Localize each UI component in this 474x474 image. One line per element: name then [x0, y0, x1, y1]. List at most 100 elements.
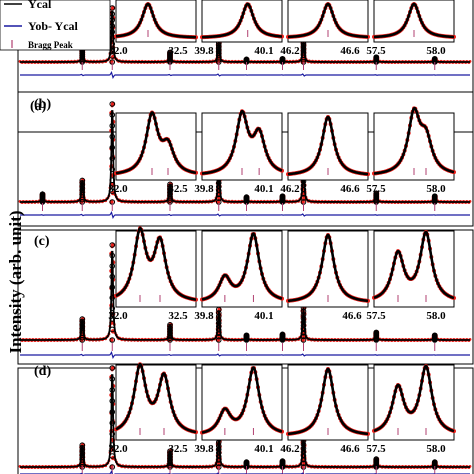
peak-marker	[109, 112, 116, 118]
inset-calculated-line	[115, 111, 197, 175]
peak-marker	[167, 193, 173, 199]
bragg-ticks	[42, 203, 436, 211]
legend-entry-label: Yob- Ycal	[28, 19, 79, 33]
inset-3: 46.2 46.6	[280, 112, 370, 195]
peak-marker	[109, 133, 116, 140]
inset-1: 32.0 32.5	[108, 226, 198, 322]
inset-calculated-line	[373, 2, 455, 39]
y-axis-label: Intensity (arb. unit)	[6, 210, 25, 353]
inset-tick-label: 46.2	[280, 45, 300, 57]
inset-2: 39.8 40.1	[194, 364, 284, 455]
inset-tick-label: 58.0	[426, 310, 446, 322]
inset-tick-label: 32.0	[108, 443, 128, 455]
inset-calculated-line	[287, 2, 369, 39]
panel-4: (d) 32.0 32.5 39.8 40.1 46.2 46.6 57.5 58.0	[17, 362, 474, 474]
inset-4: 57.5 58.0	[366, 364, 456, 455]
peak-marker	[215, 195, 222, 201]
peak-marker	[279, 55, 286, 62]
peak-marker	[215, 183, 222, 190]
peak-marker	[431, 55, 438, 62]
peak-marker	[279, 193, 286, 199]
peak-marker	[167, 197, 173, 203]
inset-tick-label: 40.1	[254, 45, 273, 57]
inset-tick-label: 39.8	[194, 443, 214, 455]
bragg-ticks	[81, 62, 436, 70]
inset-calculated-line	[115, 2, 197, 39]
peak-marker	[373, 54, 380, 60]
peak-marker	[373, 190, 380, 196]
peak-marker	[79, 177, 86, 184]
inset-calculated-line	[201, 2, 283, 39]
inset-4: 57.5 58.0	[366, 230, 456, 322]
inset-tick-label: 46.2	[280, 183, 300, 195]
bragg-ticks	[81, 343, 436, 351]
inset-3: 46.2 46.6	[280, 364, 370, 455]
peak-marker	[109, 188, 116, 194]
peak-marker	[109, 166, 116, 173]
difference-line	[20, 210, 470, 220]
peak-marker	[109, 101, 116, 107]
panel-label: (b)	[34, 97, 51, 112]
inset-3: 46.6	[286, 230, 370, 322]
legend: Ycal Yob- Ycal Bragg Peak	[0, 0, 111, 51]
inset-1: 32.0 32.5	[108, 110, 198, 195]
panel-label: (c)	[34, 234, 50, 249]
inset-tick-label: 57.5	[366, 183, 386, 195]
peak-marker	[109, 177, 116, 184]
inset-tick-label: 58.0	[426, 183, 446, 195]
inset-tick-label: 32.5	[168, 45, 188, 57]
panel-2: (b) 32.0 32.5 39.8 40.1 46.2 46.6 57.5 58.0	[17, 91, 474, 227]
panels-group: (a) 32.0 32.5 39.8 40.1 46.2 46.6 57.5 58.0 (b) 32…	[17, 0, 474, 474]
inset-1: 32.0 32.5	[108, 0, 198, 57]
inset-tick-label: 39.8	[194, 45, 214, 57]
inset-4: 57.5 58.0	[366, 106, 456, 195]
peak-marker	[243, 56, 250, 63]
difference-line	[20, 70, 470, 80]
inset-tick-label: 57.5	[366, 45, 386, 57]
inset-tick-label: 40.1	[254, 183, 273, 195]
peak-marker	[431, 193, 438, 199]
peak-marker	[215, 42, 222, 49]
inset-tick-label: 57.5	[366, 443, 386, 455]
panel-label: (d)	[34, 364, 51, 379]
inset-tick-label: 46.6	[340, 45, 360, 57]
inset-frame	[373, 364, 455, 441]
peak-marker	[167, 185, 173, 192]
inset-tick-label: 46.6	[342, 310, 362, 322]
inset-tick-label: 58.0	[426, 45, 446, 57]
panel-3: (c) 32.0 32.5 39.8 40.1 46.6 57.5 58.0	[17, 226, 474, 365]
inset-tick-label: 46.6	[340, 443, 360, 455]
inset-tick-label: 39.8	[194, 183, 214, 195]
inset-frame	[373, 230, 455, 308]
inset-calculated-line	[287, 115, 369, 176]
peak-marker	[109, 53, 116, 59]
difference-line	[20, 350, 470, 360]
inset-tick-label: 57.5	[366, 310, 386, 322]
inset-tick-label: 39.8	[194, 310, 214, 322]
peak-marker	[109, 144, 116, 151]
inset-tick-label: 58.0	[426, 443, 446, 455]
peak-marker	[167, 187, 173, 194]
inset-tick-label: 32.0	[108, 45, 128, 57]
peak-marker	[243, 194, 250, 200]
inset-2: 39.8 40.1	[194, 109, 284, 195]
peak-marker	[109, 122, 116, 129]
inset-2: 39.8 40.1	[194, 0, 284, 57]
peak-marker	[167, 195, 173, 201]
inset-4: 57.5 58.0	[366, 0, 456, 57]
panel-1: (a) 32.0 32.5 39.8 40.1 46.2 46.6 57.5 58.0	[17, 0, 474, 133]
panel-label: (a)	[30, 99, 47, 114]
legend-entry-label: Ycal	[28, 0, 52, 11]
panel-frame	[17, 91, 474, 227]
inset-3: 46.2 46.6	[280, 0, 370, 57]
inset-tick-label: 32.5	[168, 310, 188, 322]
peak-marker	[167, 189, 173, 195]
peak-marker	[215, 191, 222, 198]
inset-2: 39.8 40.1	[194, 230, 284, 322]
inset-tick-label: 32.5	[168, 183, 188, 195]
panel-frame	[17, 229, 474, 365]
inset-calculated-line	[373, 106, 455, 175]
legend-entry-label: Bragg Peak	[28, 40, 73, 50]
inset-tick-label: 40.1	[254, 310, 273, 322]
